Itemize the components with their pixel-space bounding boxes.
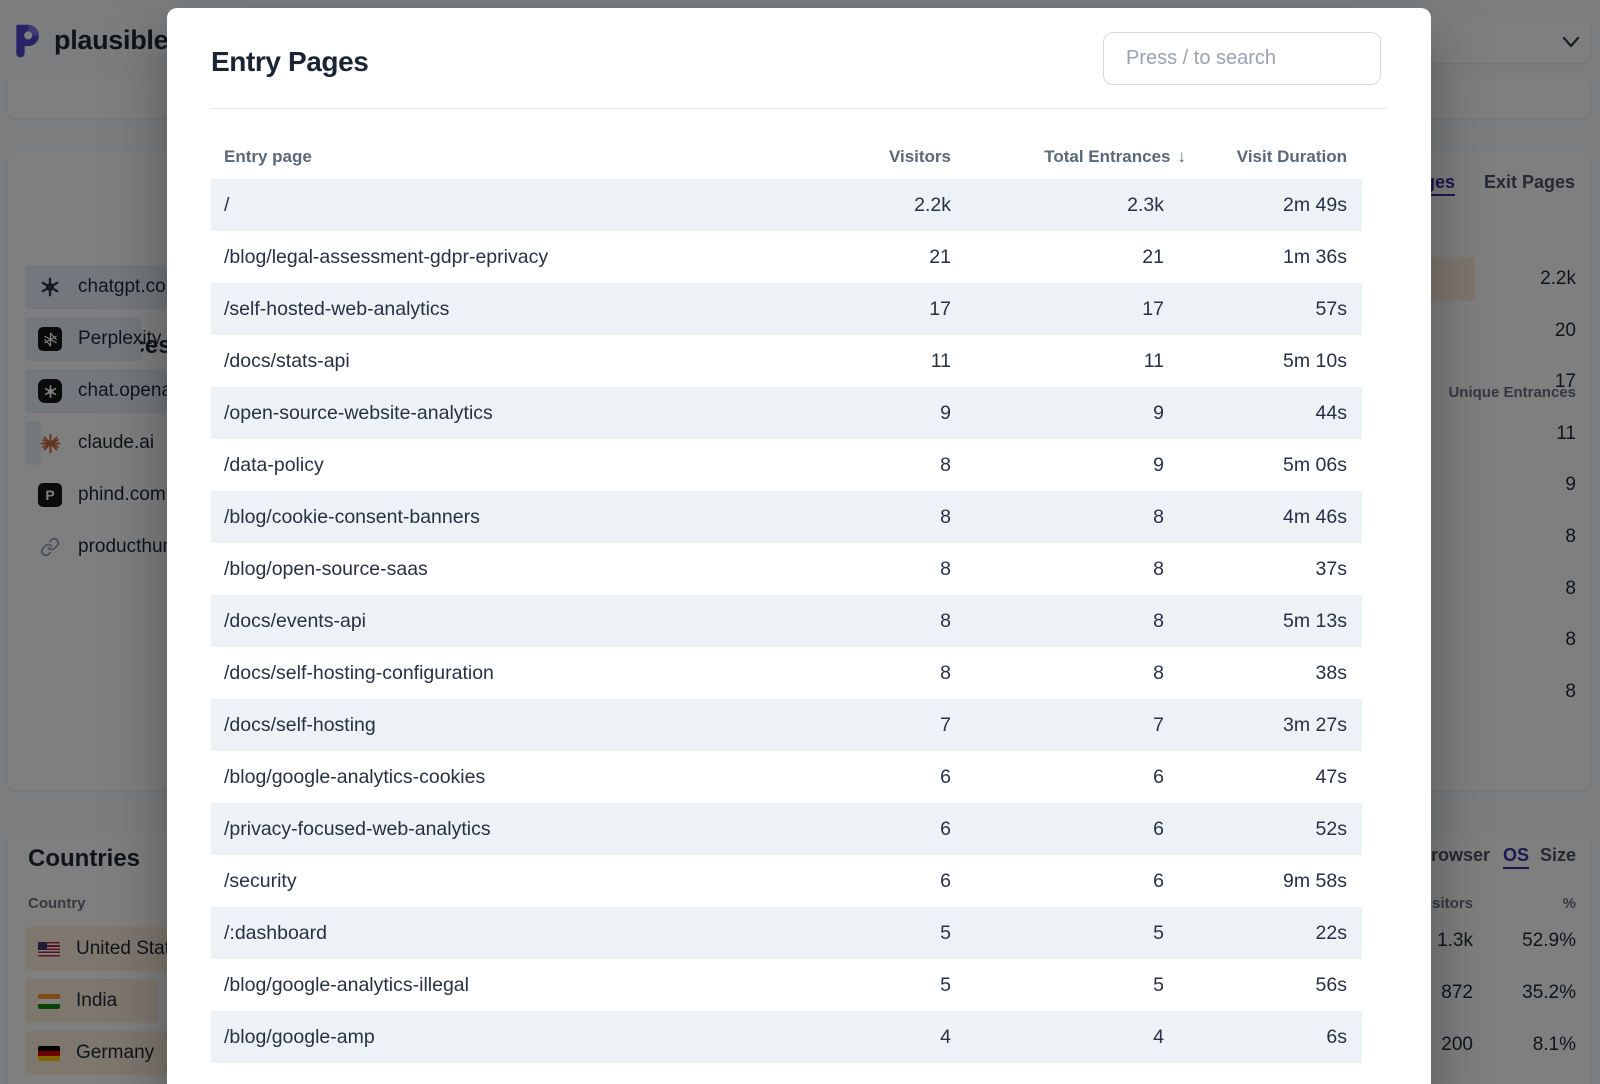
duration-cell: 38s <box>1315 662 1347 684</box>
entrances-cell: 6 <box>1153 766 1164 788</box>
entry-page-cell[interactable]: /open-source-website-analytics <box>224 402 493 424</box>
entrances-cell: 8 <box>1153 662 1164 684</box>
entry-page-cell[interactable]: /docs/self-hosting-configuration <box>224 662 494 684</box>
entrances-cell: 17 <box>1142 298 1164 320</box>
entrances-cell: 6 <box>1153 870 1164 892</box>
table-row: /:dashboard 5 5 22s <box>211 907 1362 959</box>
entrances-cell: 5 <box>1153 974 1164 996</box>
duration-cell: 47s <box>1315 766 1347 788</box>
header-visitors[interactable]: Visitors <box>888 147 951 166</box>
table-row: /open-source-website-analytics 9 9 44s <box>211 387 1362 439</box>
entry-page-cell[interactable]: /docs/events-api <box>224 610 366 632</box>
table-row: /blog/google-analytics-illegal 5 5 56s <box>211 959 1362 1011</box>
visitors-cell: 8 <box>940 506 951 528</box>
table-row: /docs/stats-api 11 11 5m 10s <box>211 335 1362 387</box>
visitors-cell: 7 <box>940 714 951 736</box>
duration-cell: 4m 46s <box>1283 506 1347 528</box>
duration-cell: 3m 27s <box>1283 714 1347 736</box>
duration-cell: 37s <box>1315 558 1347 580</box>
entrances-cell: 2.3k <box>1127 194 1164 216</box>
duration-cell: 56s <box>1315 974 1347 996</box>
visitors-cell: 11 <box>930 350 951 372</box>
entry-page-cell[interactable]: /blog/google-amp <box>224 1026 375 1048</box>
entry-page-cell[interactable]: /blog/cookie-consent-banners <box>224 506 480 528</box>
visitors-cell: 17 <box>929 298 951 320</box>
entry-page-cell[interactable]: /:dashboard <box>224 922 327 944</box>
visitors-cell: 8 <box>940 454 951 476</box>
entry-page-cell[interactable]: /blog/google-analytics-cookies <box>224 766 486 788</box>
entrances-cell: 8 <box>1153 506 1164 528</box>
entrances-cell: 6 <box>1153 818 1164 840</box>
duration-cell: 44s <box>1315 402 1347 424</box>
duration-cell: 9m 58s <box>1283 870 1347 892</box>
duration-cell: 5m 13s <box>1283 610 1347 632</box>
entry-page-cell[interactable]: /blog/google-analytics-illegal <box>224 974 469 996</box>
entry-page-cell[interactable]: / <box>224 194 230 216</box>
visitors-cell: 5 <box>940 922 951 944</box>
duration-cell: 22s <box>1315 922 1347 944</box>
table-row: /docs/events-api 8 8 5m 13s <box>211 595 1362 647</box>
visitors-cell: 4 <box>940 1026 951 1048</box>
visitors-cell: 5 <box>940 974 951 996</box>
table-row: /self-hosted-web-analytics 17 17 57s <box>211 283 1362 335</box>
visitors-cell: 21 <box>929 246 951 268</box>
visitors-cell: 2.2k <box>914 194 951 216</box>
table-row: /privacy-focused-web-analytics 6 6 52s <box>211 803 1362 855</box>
visitors-cell: 8 <box>940 558 951 580</box>
header-visit-duration[interactable]: Visit Duration <box>1236 147 1347 166</box>
header-total-entrances[interactable]: Total Entrances ↓ <box>1044 135 1186 179</box>
entry-page-cell[interactable]: /data-policy <box>224 454 324 476</box>
entry-page-cell[interactable]: /privacy-focused-web-analytics <box>224 818 491 840</box>
table-header-row: Entry page Visitors Total Entrances ↓ Vi… <box>211 135 1362 179</box>
duration-cell: 52s <box>1315 818 1347 840</box>
duration-cell: 5m 10s <box>1283 350 1347 372</box>
visitors-cell: 6 <box>940 870 951 892</box>
entrances-cell: 9 <box>1153 454 1164 476</box>
visitors-cell: 9 <box>940 402 951 424</box>
duration-cell: 57s <box>1315 298 1347 320</box>
visitors-cell: 6 <box>940 818 951 840</box>
entry-page-cell[interactable]: /docs/self-hosting <box>224 714 376 736</box>
header-entry-page: Entry page <box>224 147 312 166</box>
duration-cell: 1m 36s <box>1283 246 1347 268</box>
duration-cell: 5m 06s <box>1283 454 1347 476</box>
entrances-cell: 21 <box>1142 246 1164 268</box>
sort-desc-icon: ↓ <box>1177 147 1187 166</box>
entry-page-cell[interactable]: /security <box>224 870 297 892</box>
visitors-cell: 8 <box>940 662 951 684</box>
entrances-cell: 11 <box>1143 350 1164 372</box>
entry-pages-modal: Entry Pages Entry page Visitors Total En… <box>167 8 1431 1084</box>
table-row: /docs/self-hosting-configuration 8 8 38s <box>211 647 1362 699</box>
entry-page-cell[interactable]: /blog/open-source-saas <box>224 558 428 580</box>
table-row: /blog/cookie-consent-banners 8 8 4m 46s <box>211 491 1362 543</box>
search-input[interactable] <box>1103 32 1381 85</box>
table-row: /blog/google-amp 4 4 6s <box>211 1011 1362 1063</box>
entrances-cell: 9 <box>1153 402 1164 424</box>
entrances-cell: 4 <box>1153 1026 1164 1048</box>
entrances-cell: 8 <box>1153 610 1164 632</box>
entry-pages-table: / 2.2k 2.3k 2m 49s /blog/legal-assessmen… <box>211 179 1362 1063</box>
duration-cell: 2m 49s <box>1283 194 1347 216</box>
divider <box>211 108 1388 109</box>
table-row: /blog/legal-assessment-gdpr-eprivacy 21 … <box>211 231 1362 283</box>
table-row: /data-policy 8 9 5m 06s <box>211 439 1362 491</box>
entrances-cell: 5 <box>1153 922 1164 944</box>
table-row: /security 6 6 9m 58s <box>211 855 1362 907</box>
table-row: /blog/google-analytics-cookies 6 6 47s <box>211 751 1362 803</box>
header-total-entrances-label: Total Entrances <box>1044 147 1171 166</box>
entrances-cell: 7 <box>1153 714 1164 736</box>
modal-title: Entry Pages <box>211 46 369 77</box>
entry-page-cell[interactable]: /self-hosted-web-analytics <box>224 298 450 320</box>
visitors-cell: 8 <box>940 610 951 632</box>
table-row: / 2.2k 2.3k 2m 49s <box>211 179 1362 231</box>
table-row: /blog/open-source-saas 8 8 37s <box>211 543 1362 595</box>
duration-cell: 6s <box>1326 1026 1347 1048</box>
entry-page-cell[interactable]: /docs/stats-api <box>224 350 350 372</box>
visitors-cell: 6 <box>940 766 951 788</box>
table-row: /docs/self-hosting 7 7 3m 27s <box>211 699 1362 751</box>
entrances-cell: 8 <box>1153 558 1164 580</box>
entry-page-cell[interactable]: /blog/legal-assessment-gdpr-eprivacy <box>224 246 549 268</box>
